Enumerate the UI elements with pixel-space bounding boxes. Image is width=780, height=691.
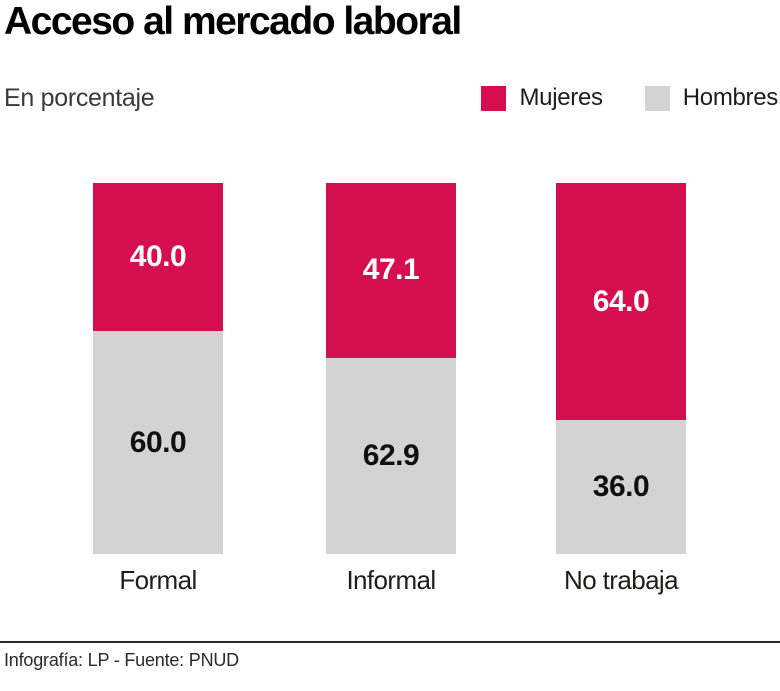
bar-group-formal: 40.0 60.0 Formal (93, 183, 223, 596)
segment-hombres: 60.0 (93, 331, 223, 554)
plot-area: 40.0 60.0 Formal 47.1 62.9 Informal 64.0 36.0 No… (93, 183, 686, 596)
segment-mujeres: 40.0 (93, 183, 223, 332)
value-label: 47.1 (362, 253, 420, 287)
value-label: 36.0 (592, 470, 650, 504)
legend: Mujeres Hombres (481, 84, 778, 112)
stacked-bar: 64.0 36.0 (556, 183, 686, 554)
legend-label-mujeres: Mujeres (519, 84, 603, 111)
bar-group-no-trabaja: 64.0 36.0 No trabaja (556, 183, 686, 596)
value-label: 62.9 (362, 438, 420, 472)
segment-mujeres: 64.0 (556, 183, 686, 421)
segment-hombres: 36.0 (556, 420, 686, 554)
stacked-bar: 47.1 62.9 (326, 183, 456, 554)
value-label: 64.0 (592, 284, 650, 318)
footer-divider (0, 641, 780, 643)
value-label: 40.0 (129, 240, 187, 274)
chart-subtitle: En porcentaje (4, 84, 155, 112)
legend-label-hombres: Hombres (682, 84, 779, 111)
footer-credit: Infografía: LP - Fuente: PNUD (4, 650, 239, 670)
category-label: Formal (119, 565, 197, 595)
category-label: Informal (346, 565, 436, 595)
category-label: No trabaja (564, 565, 679, 595)
stacked-bar: 40.0 60.0 (93, 183, 223, 554)
page-title: Acceso al mercado laboral (4, 0, 462, 43)
segment-mujeres: 47.1 (326, 183, 456, 358)
bar-group-informal: 47.1 62.9 Informal (326, 183, 456, 596)
value-label: 60.0 (129, 425, 187, 459)
segment-hombres: 62.9 (326, 357, 456, 554)
legend-swatch-hombres (644, 85, 670, 111)
legend-swatch-mujeres (481, 85, 507, 111)
